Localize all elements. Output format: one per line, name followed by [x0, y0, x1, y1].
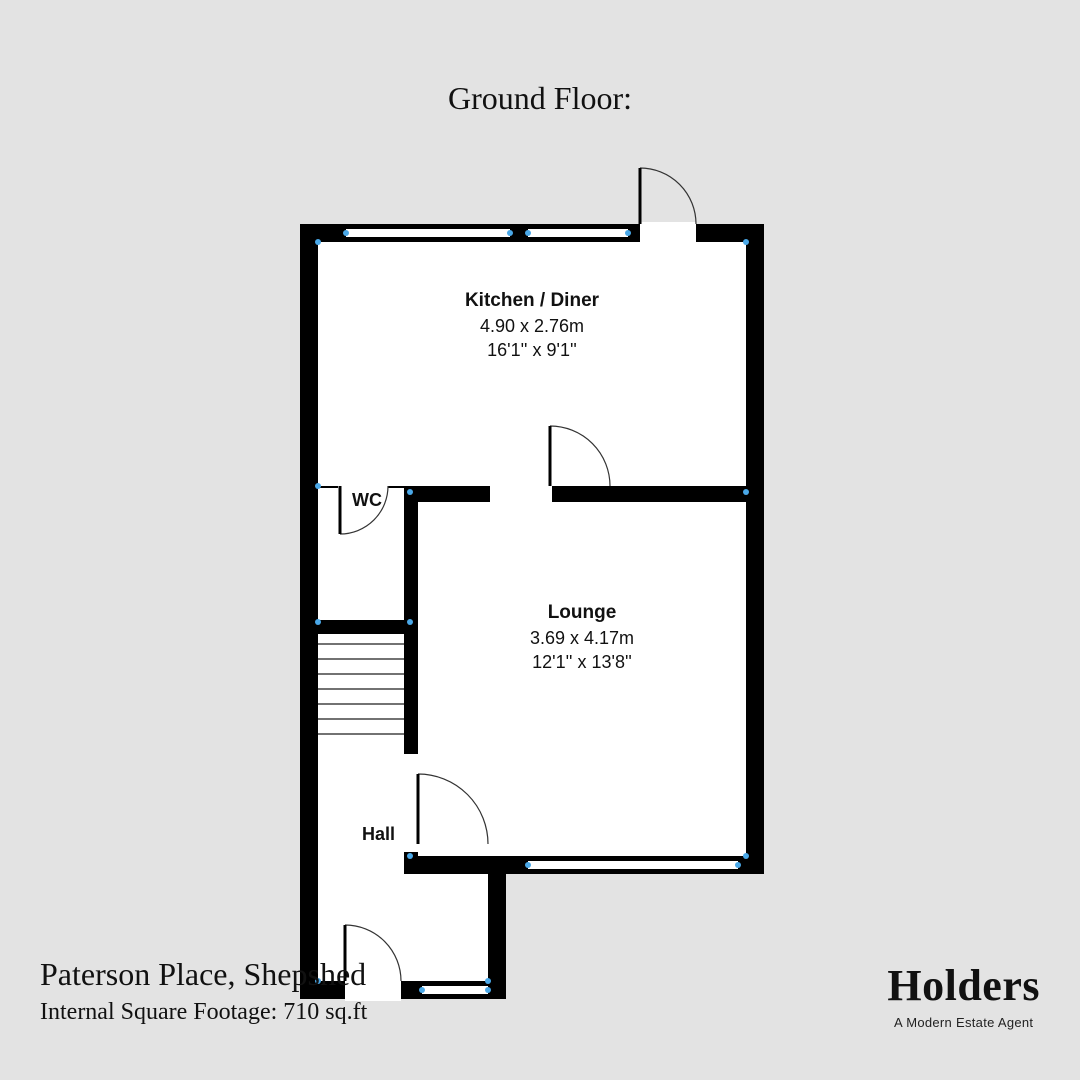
kitchen-dim-m: 4.90 x 2.76m: [300, 314, 764, 338]
lounge-dim-ft: 12'1'' x 13'8'': [418, 650, 746, 674]
footer-info: Paterson Place, Shepshed Internal Square…: [40, 956, 367, 1026]
square-footage: Internal Square Footage: 710 sq.ft: [40, 999, 367, 1026]
brand-name: Holders: [887, 960, 1040, 1011]
brand-tagline: A Modern Estate Agent: [887, 1015, 1040, 1030]
wc-label: WC: [352, 490, 382, 511]
hall-label: Hall: [362, 824, 395, 845]
kitchen-name: Kitchen / Diner: [300, 288, 764, 314]
kitchen-dim-ft: 16'1'' x 9'1'': [300, 338, 764, 362]
property-address: Paterson Place, Shepshed: [40, 956, 367, 993]
floor-title: Ground Floor:: [0, 80, 1080, 117]
brand-block: Holders A Modern Estate Agent: [887, 960, 1040, 1030]
kitchen-label: Kitchen / Diner 4.90 x 2.76m 16'1'' x 9'…: [300, 288, 764, 362]
lounge-label: Lounge 3.69 x 4.17m 12'1'' x 13'8'': [418, 600, 746, 674]
lounge-dim-m: 3.69 x 4.17m: [418, 626, 746, 650]
floor-plan: Kitchen / Diner 4.90 x 2.76m 16'1'' x 9'…: [300, 164, 764, 1004]
lounge-name: Lounge: [418, 600, 746, 626]
